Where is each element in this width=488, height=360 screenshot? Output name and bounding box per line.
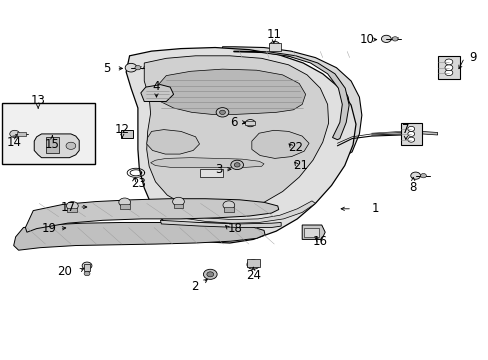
Circle shape — [216, 108, 228, 117]
Text: 9: 9 — [468, 51, 476, 64]
Circle shape — [246, 260, 259, 269]
Text: 6: 6 — [229, 116, 237, 129]
Polygon shape — [302, 225, 325, 239]
Text: 4: 4 — [152, 80, 160, 93]
Polygon shape — [159, 201, 315, 223]
Circle shape — [234, 163, 240, 167]
Text: 14: 14 — [6, 136, 21, 149]
Circle shape — [10, 130, 20, 138]
Circle shape — [206, 272, 213, 277]
Bar — [84, 264, 90, 271]
Circle shape — [203, 269, 217, 279]
Circle shape — [66, 202, 78, 210]
Bar — [304, 228, 318, 237]
Circle shape — [82, 262, 92, 269]
Text: 5: 5 — [102, 62, 110, 75]
Circle shape — [420, 174, 426, 178]
Text: 16: 16 — [312, 235, 327, 248]
Bar — [246, 259, 259, 267]
Text: 13: 13 — [31, 94, 45, 107]
Polygon shape — [437, 56, 459, 79]
Circle shape — [119, 198, 130, 207]
Bar — [173, 204, 183, 208]
Circle shape — [172, 197, 184, 206]
Bar — [224, 207, 233, 212]
Text: 22: 22 — [288, 141, 303, 154]
Polygon shape — [150, 158, 264, 167]
Text: 8: 8 — [408, 181, 416, 194]
Polygon shape — [144, 56, 328, 212]
Text: 10: 10 — [359, 33, 373, 46]
Polygon shape — [251, 130, 308, 158]
Polygon shape — [155, 69, 305, 114]
Text: 11: 11 — [266, 28, 281, 41]
Circle shape — [125, 63, 137, 72]
Text: 18: 18 — [227, 222, 242, 235]
Bar — [46, 137, 59, 153]
Text: 21: 21 — [293, 159, 308, 172]
Bar — [17, 132, 26, 136]
Circle shape — [407, 137, 414, 142]
Circle shape — [135, 66, 141, 70]
Text: 2: 2 — [190, 280, 198, 293]
Circle shape — [219, 110, 225, 114]
Circle shape — [444, 65, 452, 71]
Polygon shape — [126, 48, 355, 243]
Circle shape — [407, 131, 414, 136]
Circle shape — [84, 271, 90, 276]
Bar — [268, 43, 280, 51]
Text: 23: 23 — [131, 177, 145, 190]
Bar — [199, 169, 223, 177]
Circle shape — [391, 37, 397, 41]
Circle shape — [269, 41, 279, 49]
Polygon shape — [141, 85, 173, 102]
Bar — [245, 121, 255, 125]
Polygon shape — [222, 47, 361, 154]
Text: 19: 19 — [41, 222, 56, 235]
Text: 20: 20 — [58, 265, 72, 278]
Bar — [67, 208, 77, 212]
Text: 12: 12 — [115, 123, 129, 136]
Polygon shape — [233, 51, 348, 140]
Circle shape — [381, 35, 390, 42]
Bar — [2, 103, 95, 164]
Text: 7: 7 — [401, 123, 409, 136]
Text: 15: 15 — [45, 138, 60, 150]
Circle shape — [223, 201, 234, 210]
Polygon shape — [421, 131, 437, 135]
Text: 17: 17 — [61, 201, 76, 213]
Circle shape — [444, 59, 452, 65]
Polygon shape — [146, 130, 199, 154]
Bar — [120, 204, 129, 209]
Polygon shape — [121, 130, 133, 138]
Circle shape — [410, 172, 420, 179]
Circle shape — [230, 160, 243, 170]
Text: 3: 3 — [215, 163, 222, 176]
Polygon shape — [25, 199, 278, 232]
Circle shape — [444, 70, 452, 76]
Polygon shape — [400, 123, 421, 145]
Circle shape — [407, 126, 414, 131]
Text: 1: 1 — [371, 202, 378, 215]
Polygon shape — [160, 220, 281, 228]
Text: 24: 24 — [245, 269, 260, 282]
Polygon shape — [14, 222, 264, 250]
Circle shape — [245, 120, 255, 127]
Polygon shape — [34, 134, 79, 158]
Circle shape — [66, 142, 76, 149]
